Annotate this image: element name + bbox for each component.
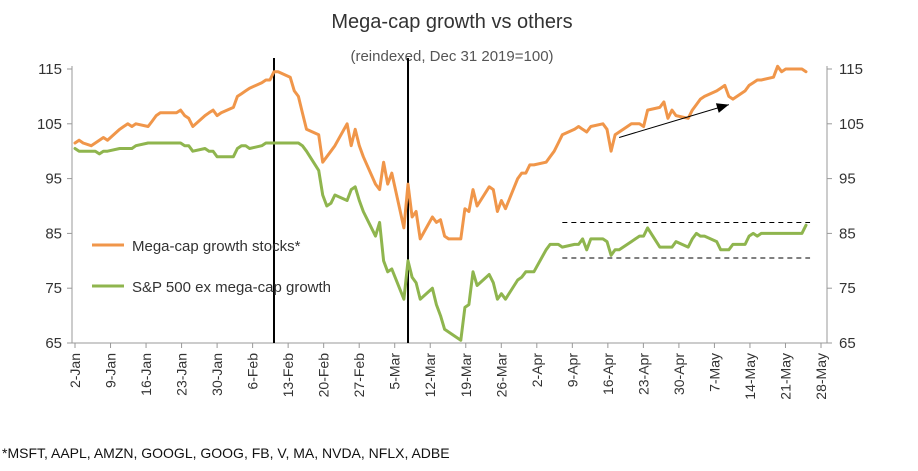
x-tick-label-5-Mar: 5-Mar — [387, 353, 403, 390]
x-tick-label-9-Apr: 9-Apr — [564, 353, 580, 388]
x-tick-label-27-Feb: 27-Feb — [351, 353, 367, 398]
event-lines — [272, 58, 410, 343]
trend-arrow-shaft — [619, 104, 729, 138]
series-line-mega-cap — [73, 64, 808, 241]
legend: Mega-cap growth stocks* S&P 500 ex mega-… — [92, 238, 331, 296]
x-tick-label-20-Feb: 20-Feb — [316, 353, 332, 398]
y-tick-label-right-75: 75 — [839, 280, 856, 297]
x-tick-label-23-Jan: 23-Jan — [174, 353, 190, 396]
legend-label-mega-cap: Mega-cap growth stocks* — [132, 238, 301, 255]
y-tick-label-left-105: 105 — [37, 116, 62, 133]
y-tick-label-right-115: 115 — [839, 61, 863, 78]
x-tick-label-26-Mar: 26-Mar — [493, 353, 509, 398]
x-tick-label-30-Jan: 30-Jan — [209, 353, 225, 396]
x-ticks: 2-Jan 9-Jan 16-Jan 23-Jan 30-Jan 6-Feb 13-Feb 2… — [67, 343, 829, 400]
y-tick-label-right-65: 65 — [839, 335, 856, 352]
y-tick-label-right-105: 105 — [839, 116, 864, 133]
series-group — [73, 64, 808, 342]
chart-title: Mega-cap growth vs others — [331, 11, 572, 33]
x-tick-label-9-Jan: 9-Jan — [103, 353, 119, 388]
y-tick-label-left-95: 95 — [45, 171, 62, 188]
y-tick-label-left-115: 115 — [38, 61, 62, 78]
x-tick-label-12-Mar: 12-Mar — [422, 353, 438, 398]
y-tick-label-left-75: 75 — [45, 280, 62, 297]
x-tick-label-2-Jan: 2-Jan — [67, 353, 83, 388]
x-tick-label-13-Feb: 13-Feb — [280, 353, 296, 398]
y-tick-label-right-95: 95 — [839, 171, 856, 188]
legend-label-sp500-ex: S&P 500 ex mega-cap growth — [132, 279, 331, 296]
x-tick-label-28-May: 28-May — [813, 353, 829, 400]
x-tick-label-30-Apr: 30-Apr — [671, 353, 687, 395]
x-tick-label-2-Apr: 2-Apr — [529, 353, 545, 388]
right-y-ticks: 65 75 85 95 105 115 — [827, 61, 864, 352]
y-tick-label-left-85: 85 — [45, 225, 62, 242]
x-tick-label-16-Jan: 16-Jan — [138, 353, 154, 396]
x-tick-label-6-Feb: 6-Feb — [245, 353, 261, 390]
x-tick-label-21-May: 21-May — [777, 353, 793, 400]
trend-arrow-head — [715, 103, 729, 113]
annotations — [562, 103, 811, 259]
footnote: *MSFT, AAPL, AMZN, GOOGL, GOOG, FB, V, M… — [2, 445, 450, 461]
x-tick-label-23-Apr: 23-Apr — [635, 353, 651, 395]
left-y-ticks: 65 75 85 95 105 115 — [37, 61, 72, 352]
y-tick-label-left-65: 65 — [45, 335, 62, 352]
x-tick-label-14-May: 14-May — [742, 353, 758, 400]
chart-subtitle: (reindexed, Dec 31 2019=100) — [350, 48, 553, 65]
y-tick-label-right-85: 85 — [839, 225, 856, 242]
x-tick-label-7-May: 7-May — [706, 353, 722, 392]
series-line-sp500-ex — [73, 141, 808, 342]
x-tick-label-19-Mar: 19-Mar — [458, 353, 474, 398]
x-tick-label-16-Apr: 16-Apr — [600, 353, 616, 395]
